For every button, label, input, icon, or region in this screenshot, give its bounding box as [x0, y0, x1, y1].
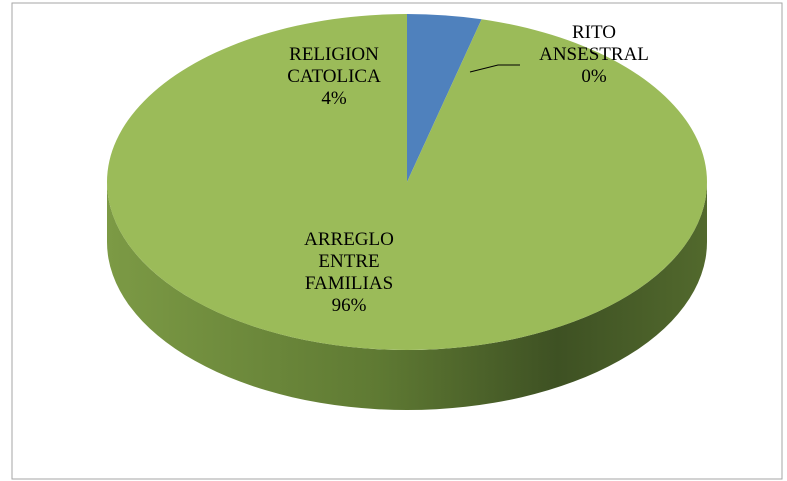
value-label: 4%	[321, 88, 347, 109]
data-label: ARREGLO ENTRE FAMILIAS 96%	[304, 229, 394, 317]
category-label: RITO ANSESTRAL	[539, 22, 649, 65]
pie-slice	[407, 14, 482, 182]
value-label: 96%	[331, 295, 367, 316]
category-label: RELIGION CATOLICA	[287, 44, 381, 87]
data-label: RELIGION CATOLICA 4%	[287, 44, 381, 110]
data-label: RITO ANSESTRAL 0%	[539, 22, 649, 88]
pie-slice	[106, 14, 707, 350]
leader-line	[469, 64, 520, 73]
category-label: ARREGLO ENTRE FAMILIAS	[304, 229, 394, 294]
pie-side	[107, 182, 707, 410]
value-label: 0%	[581, 66, 607, 87]
frame	[11, 2, 783, 480]
